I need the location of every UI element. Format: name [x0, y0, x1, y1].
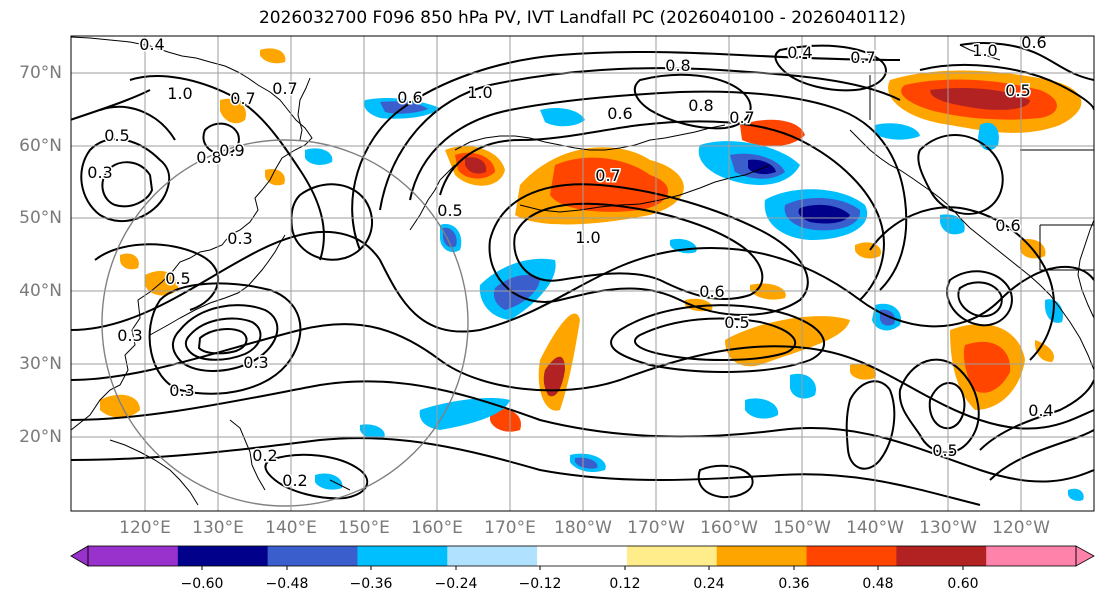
colorbar-bin [626, 546, 718, 566]
colorbar-bin [267, 546, 358, 566]
colorbar-tick-label: −0.24 [434, 576, 478, 592]
colorbar-tick-label: 0.12 [609, 576, 641, 592]
colorbar-bin [177, 546, 269, 566]
colorbar-tick-label: −0.36 [349, 576, 393, 592]
lat-label: 70°N [19, 63, 62, 83]
contour-labels: 0.41.0 0.70.50.30.80.90.60.7 1.00.60.40.30… [86, 33, 1055, 492]
contour-label: 1.0 [972, 41, 997, 60]
contour-label: 0.5 [104, 126, 129, 145]
lon-label: 130°W [919, 518, 977, 538]
contour-label: 0.6 [995, 216, 1020, 235]
colorbar-extend-high [1075, 545, 1095, 567]
colorbar-bin [537, 546, 628, 566]
shading-negative [305, 97, 1084, 501]
colorbar-tick-label: 0.24 [693, 576, 725, 592]
lon-label: 140°E [265, 518, 317, 538]
range-circle [101, 139, 469, 507]
lon-label: 180°W [554, 518, 612, 538]
contour-label: 0.5 [1005, 81, 1030, 100]
lat-label: 20°N [19, 427, 62, 447]
contour-label: 0.4 [139, 35, 164, 54]
contour-label: 0.8 [688, 96, 713, 115]
contour-label: 0.6 [607, 104, 632, 123]
colorbar-bin [986, 546, 1077, 566]
lon-label: 160°W [700, 518, 758, 538]
colorbar-tick-label: −0.60 [180, 576, 224, 592]
lat-label: 60°N [19, 136, 62, 156]
map-frame [70, 35, 1095, 512]
contour-label: 0.5 [724, 313, 749, 332]
lon-label: 120°E [119, 518, 171, 538]
lon-label: 170°E [484, 518, 536, 538]
colorbar-tick-label: 0.60 [947, 576, 979, 592]
lon-label: 160°E [411, 518, 463, 538]
pv-contours [71, 42, 1094, 506]
lon-label: 130°E [192, 518, 244, 538]
shading-positive [100, 48, 1082, 432]
colorbar-bin [447, 546, 538, 566]
contour-label: 0.8 [665, 56, 690, 75]
contour-label: 1.0 [575, 228, 600, 247]
colorbar-bin [896, 546, 987, 566]
contour-label: 0.7 [272, 79, 297, 98]
contour-label: 0.5 [437, 201, 462, 220]
colorbar-extend-low [70, 545, 89, 567]
colorbar [70, 545, 1095, 570]
colorbar-tick-label: −0.48 [265, 576, 309, 592]
contour-label: 0.8 [196, 148, 221, 167]
contour-label: 0.6 [699, 282, 724, 301]
contour-label: 0.5 [165, 269, 190, 288]
colorbar-bin [88, 546, 179, 566]
graticule [71, 36, 1094, 511]
colorbar-tick-label: 0.48 [862, 576, 894, 592]
contour-label: 0.6 [397, 88, 422, 107]
contour-label: 0.3 [243, 353, 268, 372]
colorbar-bin [357, 546, 448, 566]
lat-label: 40°N [19, 281, 62, 301]
contour-label: 0.7 [595, 166, 620, 185]
contour-label: 0.4 [787, 43, 812, 62]
contour-label: 0.7 [850, 48, 875, 67]
lon-label: 120°W [992, 518, 1050, 538]
contour-label: 0.3 [117, 326, 142, 345]
coastlines [71, 36, 1094, 506]
contour-label: 0.3 [227, 229, 252, 248]
colorbar-bin [716, 546, 808, 566]
lon-label: 150°E [338, 518, 390, 538]
contour-label: 1.0 [467, 83, 492, 102]
colorbar-tick-label: −0.12 [518, 576, 562, 592]
contour-label: 1.0 [167, 84, 192, 103]
contour-label: 0.7 [230, 89, 255, 108]
contour-label: 0.4 [1028, 401, 1053, 420]
lon-label: 170°W [627, 518, 685, 538]
colorbar-bin [806, 546, 897, 566]
contour-label: 0.2 [282, 471, 307, 490]
contour-label: 0.3 [87, 163, 112, 182]
colorbar-tick-label: 0.36 [778, 576, 810, 592]
lat-label: 50°N [19, 208, 62, 228]
map-title: 2026032700 F096 850 hPa PV, IVT Landfall… [258, 8, 906, 28]
contour-label: 0.5 [932, 441, 957, 460]
contour-label: 0.3 [169, 381, 194, 400]
contour-label: 0.7 [729, 108, 754, 127]
contour-label: 0.9 [219, 141, 244, 160]
lon-label: 150°W [773, 518, 831, 538]
contour-label: 0.2 [252, 446, 277, 465]
lat-label: 30°N [19, 354, 62, 374]
contour-label: 0.6 [1021, 33, 1046, 52]
lon-label: 140°W [846, 518, 904, 538]
